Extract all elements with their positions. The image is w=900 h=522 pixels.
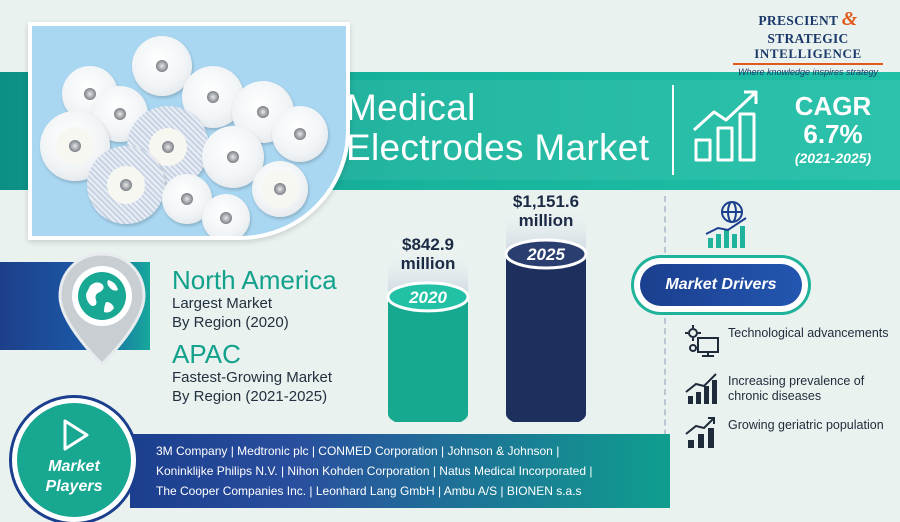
cylinder-top bbox=[504, 238, 588, 270]
region-name: North America bbox=[172, 265, 337, 295]
gears-screen-icon bbox=[685, 325, 719, 357]
value-unit: million bbox=[400, 253, 456, 273]
cylinder-body bbox=[506, 254, 586, 428]
region-desc: By Region (2020) bbox=[172, 314, 289, 331]
driver-item: Increasing prevalence of chronic disease… bbox=[684, 372, 894, 412]
value-label-2020: $842.9 million bbox=[368, 235, 488, 273]
electrode-pad bbox=[272, 106, 328, 162]
growth-chart-icon bbox=[692, 90, 758, 162]
players-line: The Cooper Companies Inc. | Leonhard Lan… bbox=[156, 484, 582, 498]
title-divider bbox=[672, 85, 674, 175]
driver-text: Increasing prevalence of chronic disease… bbox=[728, 374, 865, 403]
region-desc: By Region (2021-2025) bbox=[172, 388, 328, 405]
company-logo: PRESCIENT & STRATEGIC INTELLIGENCE Where… bbox=[724, 8, 892, 77]
value-unit: million bbox=[518, 211, 574, 230]
header-band-highlight bbox=[300, 80, 900, 180]
logo-line1: PRESCIENT & STRATEGIC bbox=[758, 8, 858, 46]
value-amount: $842.9 bbox=[402, 234, 454, 254]
logo-line2: INTELLIGENCE bbox=[754, 46, 862, 61]
logo-underline bbox=[733, 63, 883, 65]
market-players-badge: Market Players bbox=[12, 398, 136, 522]
electrode-pad bbox=[202, 194, 250, 236]
page-title: Medical Electrodes Market bbox=[346, 88, 666, 168]
cylinder-top bbox=[386, 281, 470, 313]
logo-tagline: Where knowledge inspires strategy bbox=[737, 67, 879, 77]
players-line: 3M Company | Medtronic plc | CONMED Corp… bbox=[156, 444, 560, 458]
title-line1: Medical bbox=[346, 87, 476, 128]
location-pin-icon bbox=[58, 252, 146, 367]
region-fastest: APAC Fastest-Growing Market By Region (2… bbox=[172, 340, 332, 406]
region-largest: North America Largest Market By Region (… bbox=[172, 266, 337, 332]
market-drivers-label: Market Drivers bbox=[640, 264, 802, 306]
market-size-chart: 2020 2025 $842.9 million $1,151.6 million bbox=[380, 192, 610, 428]
market-size-cylinders: 2020 2025 bbox=[386, 196, 588, 428]
growth-bars-icon bbox=[685, 417, 715, 448]
driver-item: Technological advancements bbox=[684, 324, 894, 364]
cagr-value: 6.7% bbox=[803, 119, 863, 149]
cagr-label: CAGR bbox=[794, 91, 872, 121]
electrodes-photo bbox=[28, 22, 350, 240]
value-amount: $1,151.6 bbox=[512, 192, 580, 211]
cagr-period: (2021-2025) bbox=[794, 150, 872, 166]
year-label: 2020 bbox=[408, 288, 447, 307]
market-players-list: 3M Company | Medtronic plc | CONMED Corp… bbox=[156, 441, 666, 501]
cylinder-2020: 2020 bbox=[386, 236, 470, 428]
driver-text: Technological advancements bbox=[728, 326, 889, 340]
market-drivers-heading: Market Drivers bbox=[634, 258, 808, 312]
drivers-divider bbox=[664, 196, 666, 456]
electrode-pad bbox=[132, 36, 192, 96]
play-icon bbox=[63, 419, 89, 451]
year-label: 2025 bbox=[526, 245, 565, 264]
title-line2: Electrodes Market bbox=[346, 127, 650, 168]
electrode-pad bbox=[87, 146, 165, 224]
region-desc: Fastest-Growing Market bbox=[172, 369, 333, 386]
region-name: APAC bbox=[172, 339, 241, 369]
market-players-band bbox=[130, 434, 670, 508]
cagr-box: CAGR 6.7% (2021-2025) bbox=[778, 92, 888, 168]
cylinder-body bbox=[388, 296, 468, 428]
value-label-2025: $1,151.6 million bbox=[486, 192, 606, 230]
region-desc: Largest Market bbox=[172, 295, 273, 312]
driver-text: Growing geriatric population bbox=[728, 418, 884, 432]
cylinder-2025: 2025 bbox=[504, 196, 588, 428]
players-line: Koninklijke Philips N.V. | Nihon Kohden … bbox=[156, 464, 593, 478]
market-players-label: Market Players bbox=[17, 457, 131, 497]
electrode-pad bbox=[252, 161, 308, 217]
rising-chart-icon bbox=[685, 373, 717, 404]
players-title-line1: Market bbox=[48, 458, 100, 475]
driver-item: Growing geriatric population bbox=[684, 416, 894, 456]
players-title-line2: Players bbox=[45, 478, 103, 495]
globe-chart-icon bbox=[705, 201, 747, 248]
